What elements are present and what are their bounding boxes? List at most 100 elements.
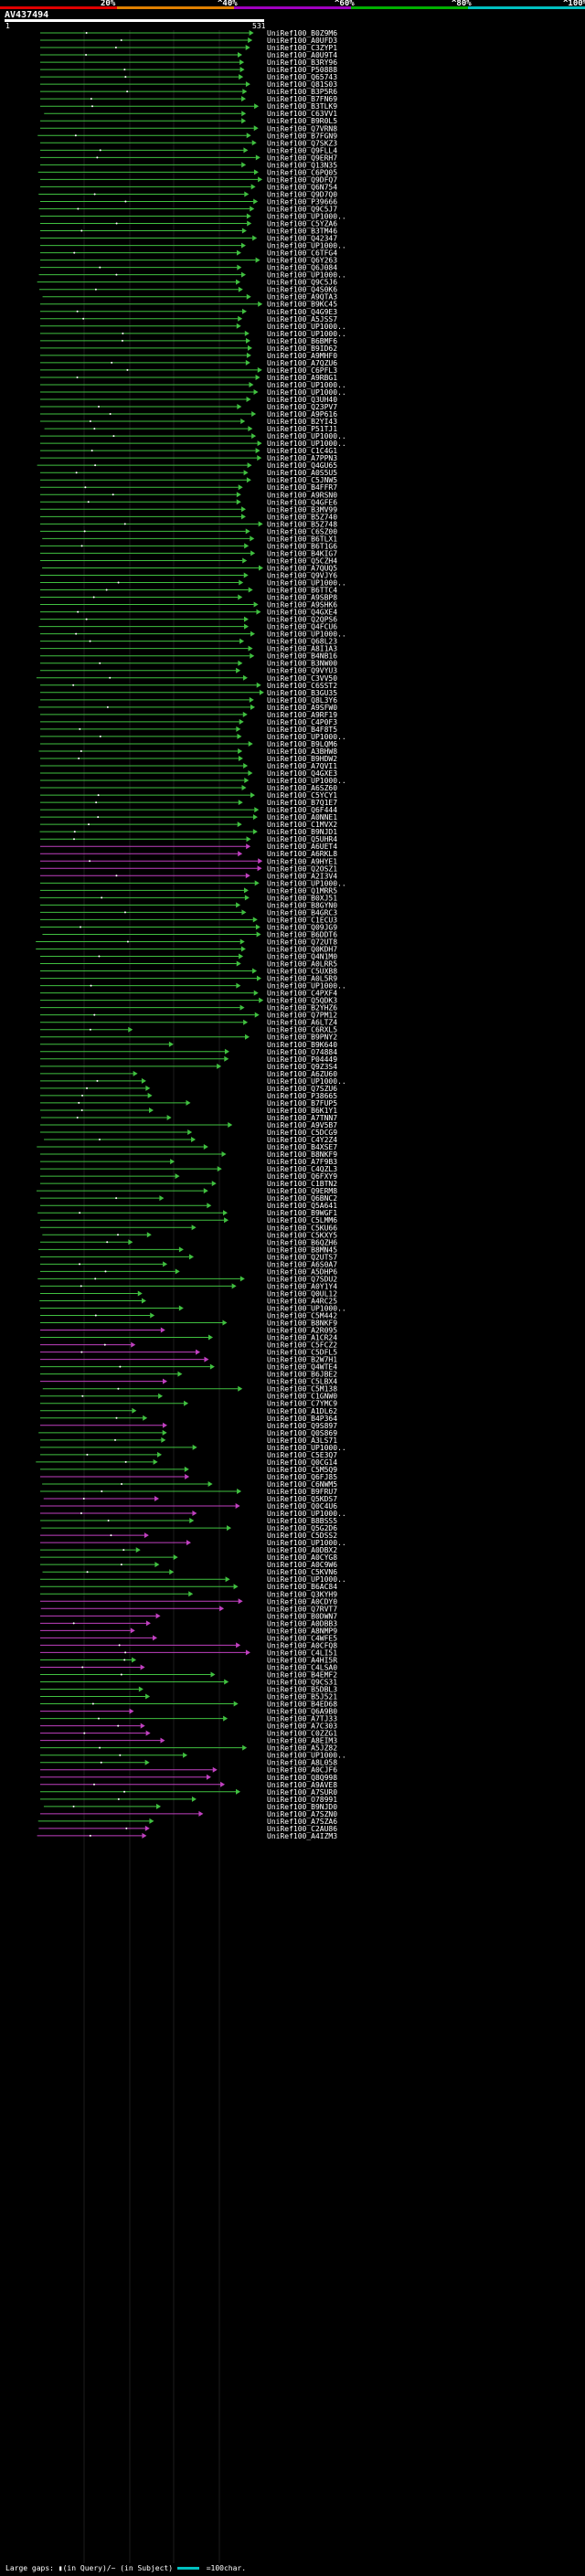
scale-tick-label: 20% (101, 0, 116, 8)
gap-marker (99, 266, 101, 269)
hit-arrow (162, 1429, 167, 1436)
hit-arrow (158, 1393, 164, 1399)
hit-row: UniRef100_A9SFW0 (38, 704, 337, 712)
hit-label: UniRef100_B9NJD1 (267, 828, 337, 836)
hit-arrow (246, 352, 251, 358)
hit-row: UniRef100_A7F9B3 (40, 1158, 337, 1166)
hit-label: UniRef100_Q6A9B0 (267, 1708, 337, 1716)
hit-row: UniRef100_P38665 (40, 1092, 337, 1100)
hit-label: UniRef100_Q6Y263 (267, 257, 337, 265)
hit-label: UniRef100_Q9FLL4 (267, 146, 337, 154)
query-bar (5, 19, 264, 22)
hit-arrow (239, 938, 245, 945)
hit-row: UniRef100_B4EMF2 (40, 1670, 337, 1679)
hit-label: UniRef100_Q5A641 (267, 1202, 337, 1210)
hit-row: UniRef100_A5DHP6 (40, 1267, 337, 1276)
hit-label: UniRef100_Q9VYU3 (267, 667, 337, 675)
hit-row: UniRef100_A9SHK6 (40, 601, 337, 610)
hit-arrow (132, 1407, 137, 1414)
hit-label: UniRef100_A7F9B3 (267, 1158, 337, 1166)
hit-label: UniRef100_UP1000.. (267, 440, 346, 448)
hit-arrow (219, 1606, 225, 1612)
hit-row: UniRef100_A1CR24 (40, 1334, 337, 1342)
hit-label: UniRef100_A6UET4 (267, 843, 337, 851)
hit-arrow (236, 249, 241, 256)
hit-arrow (192, 1444, 197, 1450)
hit-arrow (148, 1107, 154, 1113)
gap-marker (75, 472, 78, 474)
hit-arrow (236, 960, 241, 967)
gap-marker (99, 1746, 101, 1749)
scale-segment (468, 6, 585, 9)
hit-row: UniRef100_Q5UHR4 (40, 835, 337, 843)
hit-row: UniRef100_Q4GXE3 (40, 769, 337, 778)
hit-arrow (245, 337, 250, 344)
hit-label: UniRef100_P51TJ1 (267, 425, 337, 433)
hit-row: UniRef100_Q7SKZ3 (40, 139, 337, 147)
hit-label: UniRef100_A3BHW8 (267, 747, 337, 756)
hit-row: UniRef100_A8NMP9 (40, 1627, 337, 1635)
hit-arrow (153, 1635, 158, 1641)
hit-label: UniRef100_B4EMF2 (267, 1670, 337, 1679)
hit-label: UniRef100_C4LI51 (267, 1648, 337, 1657)
hit-row: UniRef100_A9HYE1 (40, 857, 337, 865)
hit-row: UniRef100_B9FRU7 (40, 1488, 337, 1496)
hit-row: UniRef100_UP1000.. (40, 381, 346, 389)
hit-row: UniRef100_A0CYG8 (40, 1553, 337, 1562)
hit-row: UniRef100_B4NB16 (40, 652, 337, 661)
gap-marker (94, 1277, 97, 1280)
gap-marker (120, 39, 122, 42)
hit-arrow (250, 184, 256, 190)
gap-marker (82, 1498, 85, 1500)
hit-label: UniRef100_B2YHZ6 (267, 1004, 337, 1012)
hit-row: UniRef100_B9HDW2 (40, 755, 337, 763)
hit-row: UniRef100_Q68L23 (40, 638, 337, 646)
gap-marker (112, 435, 115, 438)
hit-label: UniRef100_Q6J084 (267, 264, 337, 272)
hit-label: UniRef100_B0XJ51 (267, 894, 337, 902)
hit-row: UniRef100_A0Y1Y4 (40, 1282, 337, 1290)
hit-row: UniRef100_UP1000.. (40, 330, 346, 338)
hit-row: UniRef100_A6S0A7 (40, 1260, 337, 1268)
hit-row: UniRef100_B4F8T5 (40, 726, 337, 734)
hit-arrow (207, 1203, 212, 1209)
gap-marker (94, 1314, 97, 1317)
gap-marker (117, 1387, 120, 1390)
hit-arrow (224, 1055, 229, 1062)
hit-row: UniRef100_C6PFL3 (40, 366, 337, 375)
hit-label: UniRef100_B2W7H1 (267, 1356, 337, 1364)
hit-label: UniRef100_A9P616 (267, 410, 337, 419)
hit-arrow (224, 1048, 229, 1055)
hit-arrow (246, 836, 251, 843)
hit-arrow (255, 924, 261, 930)
query-start-label: 1 (5, 22, 10, 30)
hit-row: UniRef100_Q6FXY9 (40, 1172, 337, 1181)
hit-label: UniRef100_Q9CS31 (267, 1679, 337, 1687)
gap-marker (124, 200, 127, 203)
gap-marker (123, 1790, 126, 1793)
hit-arrow (154, 1496, 160, 1501)
hit-row: UniRef100_C6SST2 (40, 682, 337, 690)
gap-marker (80, 1285, 82, 1288)
gap-marker (80, 1512, 82, 1515)
hit-row: UniRef100_C0ZZG1 (40, 1730, 337, 1738)
hit-arrow (239, 59, 245, 66)
hit-arrow (236, 492, 241, 498)
hit-row: UniRef100_Q72UT8 (36, 938, 337, 946)
hit-label: UniRef100_A4HI5R (267, 1656, 337, 1664)
gap-marker (122, 332, 124, 334)
gap-marker (98, 1139, 101, 1141)
hit-row: UniRef100_A9AVE8 (40, 1781, 337, 1789)
hit-row: UniRef100_Q1MRR5 (40, 886, 337, 895)
hit-arrow (246, 843, 251, 850)
hit-row: UniRef100_A8L058 (40, 1759, 337, 1767)
gap-marker (89, 420, 91, 423)
hit-arrow (170, 1159, 176, 1165)
hit-row: UniRef100_Q9C5J6 (37, 279, 337, 287)
hit-label: UniRef100_UP1000.. (267, 1539, 346, 1547)
hit-label: UniRef100_P38665 (267, 1092, 337, 1100)
hit-label: UniRef100_Q3UH40 (267, 396, 337, 404)
hit-label: UniRef100_B7FUP5 (267, 1099, 337, 1108)
hit-label: UniRef100_A7C303 (267, 1723, 337, 1731)
hit-arrow (236, 902, 241, 908)
